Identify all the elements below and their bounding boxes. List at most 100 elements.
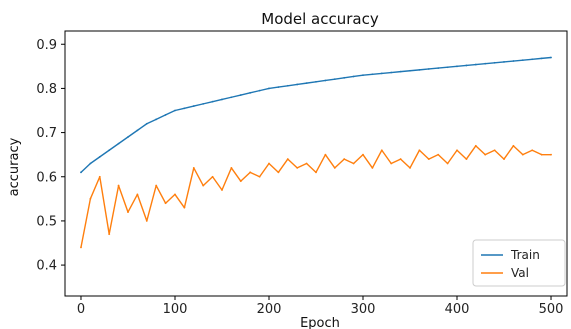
data-point-train xyxy=(183,107,186,110)
data-point-train xyxy=(117,142,120,145)
data-point-train xyxy=(540,57,543,60)
data-point-val xyxy=(268,162,270,165)
data-point-val xyxy=(409,167,411,169)
data-point-train xyxy=(108,149,111,152)
data-point-val xyxy=(503,158,505,160)
data-point-val xyxy=(352,162,355,165)
data-point-val xyxy=(521,153,524,156)
data-point-train xyxy=(352,75,355,78)
data-point-val xyxy=(202,184,205,187)
y-tick-label: 0.5 xyxy=(36,214,57,229)
x-axis: 0 100 200 300 400 500 xyxy=(77,296,564,317)
data-point-train xyxy=(164,114,167,116)
data-point-train xyxy=(230,96,233,99)
data-point-val xyxy=(192,167,195,169)
data-point-val xyxy=(512,144,515,147)
y-axis: 0.4 0.5 0.6 0.7 0.8 0.9 xyxy=(36,38,65,274)
legend-box xyxy=(472,239,566,287)
data-point-val xyxy=(249,171,252,174)
data-point-val xyxy=(305,162,308,165)
data-point-train xyxy=(239,94,242,96)
data-point-train xyxy=(446,66,449,69)
data-point-val xyxy=(136,193,139,196)
data-point-train xyxy=(390,71,393,74)
data-point-train xyxy=(98,155,101,158)
data-point-train xyxy=(305,82,308,85)
plot-area xyxy=(64,30,568,297)
data-point-val xyxy=(550,153,552,156)
data-point-train xyxy=(371,73,374,76)
data-point-val xyxy=(531,149,534,152)
data-point-train xyxy=(521,59,524,62)
data-point-train xyxy=(418,68,421,71)
data-point-train xyxy=(512,60,515,62)
data-point-train xyxy=(484,62,487,65)
data-point-train xyxy=(286,84,289,87)
data-point-val xyxy=(380,149,383,152)
data-point-val xyxy=(493,149,496,152)
data-point-train xyxy=(127,136,129,138)
data-point-val xyxy=(418,149,421,152)
data-point-val xyxy=(239,180,242,183)
data-point-val xyxy=(211,175,214,178)
chart-title: Model accuracy xyxy=(261,10,379,28)
data-point-val xyxy=(117,184,120,187)
x-tick-label: 100 xyxy=(163,302,188,317)
data-point-val xyxy=(474,144,477,147)
data-point-train xyxy=(174,109,176,112)
data-point-val xyxy=(164,202,167,205)
data-point-val xyxy=(277,171,280,174)
data-point-val xyxy=(89,197,92,200)
y-axis-title: accuracy xyxy=(7,137,22,196)
data-point-val xyxy=(155,184,158,187)
x-tick-label: 0 xyxy=(77,302,85,317)
data-point-train xyxy=(268,87,270,90)
data-point-val xyxy=(484,153,487,156)
data-point-val xyxy=(399,158,402,160)
data-point-train xyxy=(192,105,195,107)
data-point-train xyxy=(277,86,280,88)
y-tick-label: 0.9 xyxy=(36,38,57,53)
data-point-train xyxy=(465,64,468,67)
y-tick-label: 0.4 xyxy=(36,259,57,274)
x-tick-label: 300 xyxy=(351,302,376,317)
data-point-val xyxy=(371,167,374,169)
y-tick-label: 0.7 xyxy=(36,126,57,141)
data-point-train xyxy=(409,69,411,72)
data-point-train xyxy=(493,61,496,64)
data-point-val xyxy=(174,193,176,196)
data-point-train xyxy=(437,67,440,69)
data-point-train xyxy=(333,78,336,81)
data-point-val xyxy=(145,220,148,222)
data-point-train xyxy=(249,91,252,94)
plot-frame xyxy=(64,30,568,297)
data-point-train xyxy=(155,118,158,121)
data-point-val xyxy=(296,167,299,169)
data-point-val xyxy=(540,153,543,156)
data-point-train xyxy=(296,83,299,86)
x-tick-label: 200 xyxy=(257,302,282,317)
data-point-train xyxy=(380,72,383,75)
data-point-val xyxy=(343,158,346,160)
data-point-val xyxy=(98,175,101,178)
data-point-val xyxy=(465,158,468,160)
y-tick-label: 0.6 xyxy=(36,170,57,185)
data-point-val xyxy=(127,211,129,213)
data-point-train xyxy=(324,79,327,82)
legend: Train Val xyxy=(472,239,566,287)
data-point-train xyxy=(456,65,458,68)
legend-label-val: Val xyxy=(511,266,529,280)
data-point-train xyxy=(503,61,505,63)
data-point-val xyxy=(390,162,393,165)
data-point-val xyxy=(183,206,186,209)
data-point-train xyxy=(531,58,534,61)
x-tick-label: 500 xyxy=(539,302,564,317)
y-tick-label: 0.8 xyxy=(36,82,57,97)
data-point-val xyxy=(315,171,317,174)
data-point-val xyxy=(324,153,327,156)
data-point-train xyxy=(89,162,92,165)
data-point-val xyxy=(446,162,449,165)
x-axis-title: Epoch xyxy=(300,316,340,329)
data-point-train xyxy=(550,56,552,59)
